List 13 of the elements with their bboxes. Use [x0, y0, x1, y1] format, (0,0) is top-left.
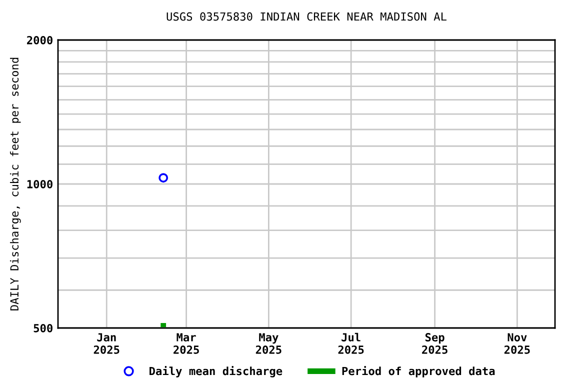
x-tick-label: Jan 2025	[94, 333, 120, 354]
x-tick-label: Nov 2025	[504, 333, 530, 354]
legend-label: Daily mean discharge	[150, 366, 282, 378]
x-tick-label: Mar 2025	[174, 333, 199, 354]
y-axis-title: DAILY Discharge, cubic feet per second	[10, 58, 21, 310]
y-tick-label: 500	[34, 324, 52, 332]
x-tick-label: Sep 2025	[422, 333, 448, 354]
y-tick-label: 2000	[27, 36, 52, 44]
chart-title: USGS 03575830 INDIAN CREEK NEAR MADISON AL	[166, 12, 446, 21]
legend-label: Period of approved data	[342, 366, 495, 378]
x-tick-label: May 2025	[256, 333, 282, 354]
y-tick-label: 1000	[27, 180, 52, 188]
x-tick-label: Jul 2025	[338, 332, 364, 354]
